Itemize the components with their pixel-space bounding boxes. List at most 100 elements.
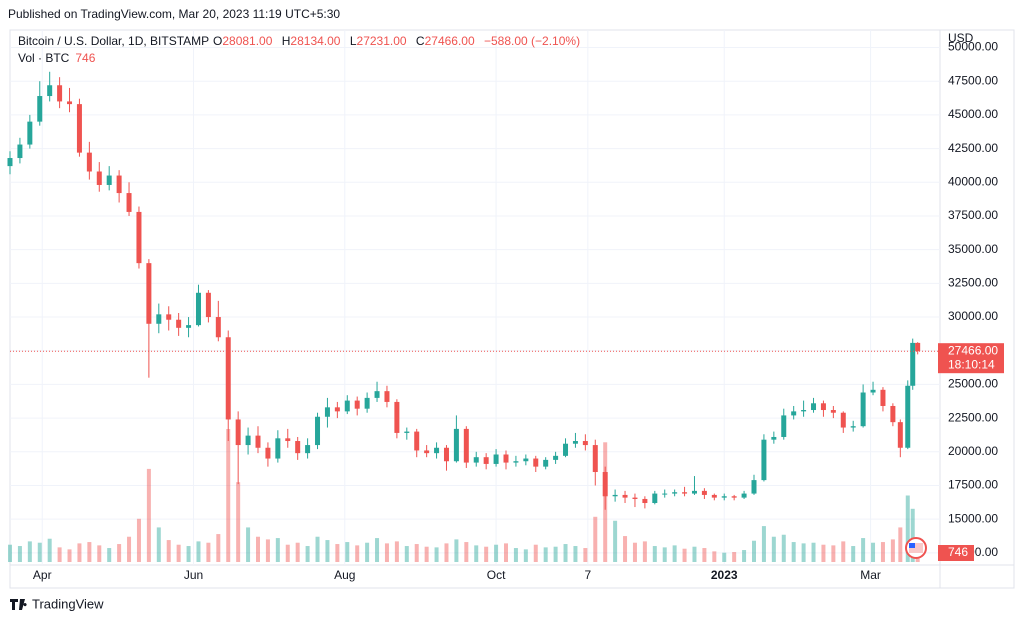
y-tick-label: 30000.00	[948, 309, 998, 323]
y-tick-label: 22500.00	[948, 410, 998, 424]
candle-body	[235, 419, 241, 446]
low-label: L	[350, 34, 357, 48]
candle-body	[146, 263, 152, 324]
volume-bar	[444, 543, 449, 562]
candle-body	[711, 494, 717, 498]
candle-body	[186, 325, 192, 328]
x-tick-label: Jun	[184, 568, 203, 582]
candle-body	[463, 428, 469, 463]
volume-bar	[117, 544, 122, 562]
legend-values: O28081.00 H28134.00 L27231.00 C27466.00 …	[213, 34, 580, 48]
volume-bar	[325, 540, 330, 562]
volume-bar	[672, 545, 677, 562]
volume-bar	[905, 495, 910, 562]
volume-bar	[8, 544, 12, 562]
candle-body	[453, 428, 459, 462]
volume-bar	[196, 541, 201, 562]
candle-body	[622, 494, 628, 498]
currency: USD	[948, 31, 974, 45]
volume-value: 746	[75, 51, 95, 65]
volume-bar	[17, 546, 22, 562]
candle-body	[334, 407, 340, 412]
volume-bar	[47, 538, 52, 562]
volume-bar	[315, 536, 320, 562]
volume-bar	[632, 542, 637, 562]
candle-body	[17, 144, 23, 159]
volume-bar	[186, 546, 191, 562]
volume-bar	[742, 550, 747, 562]
volume-bar	[305, 546, 310, 562]
candles	[7, 71, 921, 510]
volume-bar	[613, 520, 618, 562]
volume-bar	[533, 544, 538, 562]
volume-bar	[226, 429, 231, 562]
candle-body	[67, 101, 73, 105]
candle-body	[57, 85, 63, 102]
y-tick-label: 37500.00	[948, 208, 998, 222]
x-tick-label: Oct	[487, 568, 506, 582]
candle-body	[533, 458, 539, 467]
volume-bar	[236, 482, 241, 562]
volume-bar	[454, 539, 459, 562]
volume-bar	[365, 542, 370, 562]
candle-body	[652, 493, 658, 504]
candle-body	[176, 319, 182, 328]
volume-bar	[156, 527, 161, 562]
candle-body	[915, 342, 921, 352]
low-value: 27231.00	[357, 34, 407, 48]
candle-body	[195, 292, 201, 326]
y-tick-label: 45000.00	[948, 107, 998, 121]
candle-body	[840, 412, 846, 428]
volume-bar	[206, 542, 211, 562]
price-tag	[938, 343, 1004, 374]
candle-body	[86, 152, 92, 172]
volume-bar	[57, 547, 62, 562]
candle-body	[116, 175, 122, 194]
y-tick-label: 25000.00	[948, 377, 998, 391]
volume-bar	[484, 546, 489, 562]
volume-bar	[642, 541, 647, 562]
volume-bar	[107, 548, 112, 562]
symbol: Bitcoin / U.S. Dollar, 1D, BITSTAMP	[18, 34, 209, 48]
candle-body	[672, 492, 678, 494]
flag-icon	[905, 537, 927, 559]
candle-body	[801, 410, 807, 412]
volume-bar	[543, 547, 548, 562]
volume-bar	[583, 548, 588, 562]
volume-bar	[216, 534, 221, 562]
volume-bar	[682, 548, 687, 562]
candle-body	[443, 447, 449, 462]
candle-body	[771, 436, 777, 440]
candle-body	[493, 454, 499, 464]
open-value: 28081.00	[222, 34, 272, 48]
candle-body	[880, 389, 886, 406]
grid	[10, 30, 940, 565]
volume-bar	[831, 545, 836, 562]
candle-body	[781, 415, 787, 437]
open-label: O	[213, 34, 222, 48]
x-tick-label: Mar	[860, 568, 881, 582]
volume-bar	[898, 527, 903, 562]
candle-body	[7, 158, 13, 167]
volume-bar	[404, 546, 409, 562]
axes: 12500.0015000.0017500.0020000.0022500.00…	[33, 40, 998, 582]
volume-bar	[136, 518, 141, 562]
volume-bar	[801, 543, 806, 562]
candle-body	[632, 497, 638, 499]
volume-bar	[295, 542, 300, 562]
candle-body	[563, 443, 569, 456]
candle-body	[811, 403, 817, 411]
y-tick-label: 20000.00	[948, 444, 998, 458]
candle-body	[106, 175, 112, 185]
y-tick-label: 17500.00	[948, 478, 998, 492]
frame	[9, 29, 1015, 589]
volume-bar	[384, 543, 389, 562]
volume-bar	[781, 534, 786, 562]
candle-body	[731, 496, 737, 498]
candle-body	[751, 480, 757, 494]
volume-bar	[623, 536, 628, 562]
candle-body	[434, 447, 440, 454]
volume-bar	[732, 552, 737, 562]
candle-body	[156, 314, 162, 324]
